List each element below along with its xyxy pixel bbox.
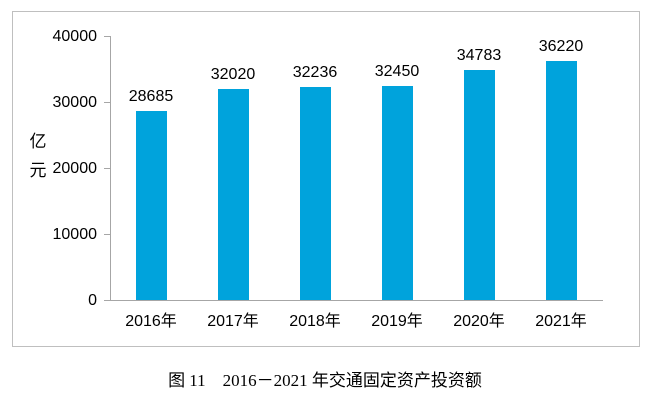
bar xyxy=(546,61,577,300)
bar-value-label: 28685 xyxy=(128,88,174,105)
y-tick-mark xyxy=(104,102,110,103)
y-tick-mark xyxy=(104,36,110,37)
x-axis-line xyxy=(110,300,603,301)
y-tick-mark xyxy=(104,300,110,301)
bar xyxy=(300,87,331,300)
figure-caption: 图 11 2016－2021 年交通固定资产投资额 xyxy=(168,371,482,390)
y-tick-label: 0 xyxy=(88,291,97,309)
bar-value-label: 32450 xyxy=(374,63,420,80)
x-tick-label: 2020年 xyxy=(453,313,505,330)
bar xyxy=(382,86,413,300)
bar-value-label: 32020 xyxy=(210,66,256,83)
bar-value-label: 32236 xyxy=(292,64,338,81)
bar-value-label: 36220 xyxy=(538,38,584,55)
y-axis-line xyxy=(110,36,111,300)
y-tick-label: 20000 xyxy=(52,159,98,177)
x-tick-label: 2017年 xyxy=(207,313,259,330)
x-tick-label: 2018年 xyxy=(289,313,341,330)
y-tick-label: 40000 xyxy=(52,27,98,45)
bar-value-label: 34783 xyxy=(456,47,502,64)
y-axis-title-char: 元 xyxy=(29,161,47,180)
y-tick-label: 30000 xyxy=(52,93,98,111)
y-tick-mark xyxy=(104,168,110,169)
bar xyxy=(464,70,495,300)
x-tick-label: 2021年 xyxy=(535,313,587,330)
y-tick-label: 10000 xyxy=(52,225,98,243)
y-tick-mark xyxy=(104,234,110,235)
y-axis-title: 亿元 xyxy=(26,127,50,185)
bar xyxy=(218,89,249,300)
y-axis-title-char: 亿 xyxy=(29,132,47,151)
x-tick-label: 2019年 xyxy=(371,313,423,330)
bar xyxy=(136,111,167,300)
x-tick-label: 2016年 xyxy=(125,313,177,330)
